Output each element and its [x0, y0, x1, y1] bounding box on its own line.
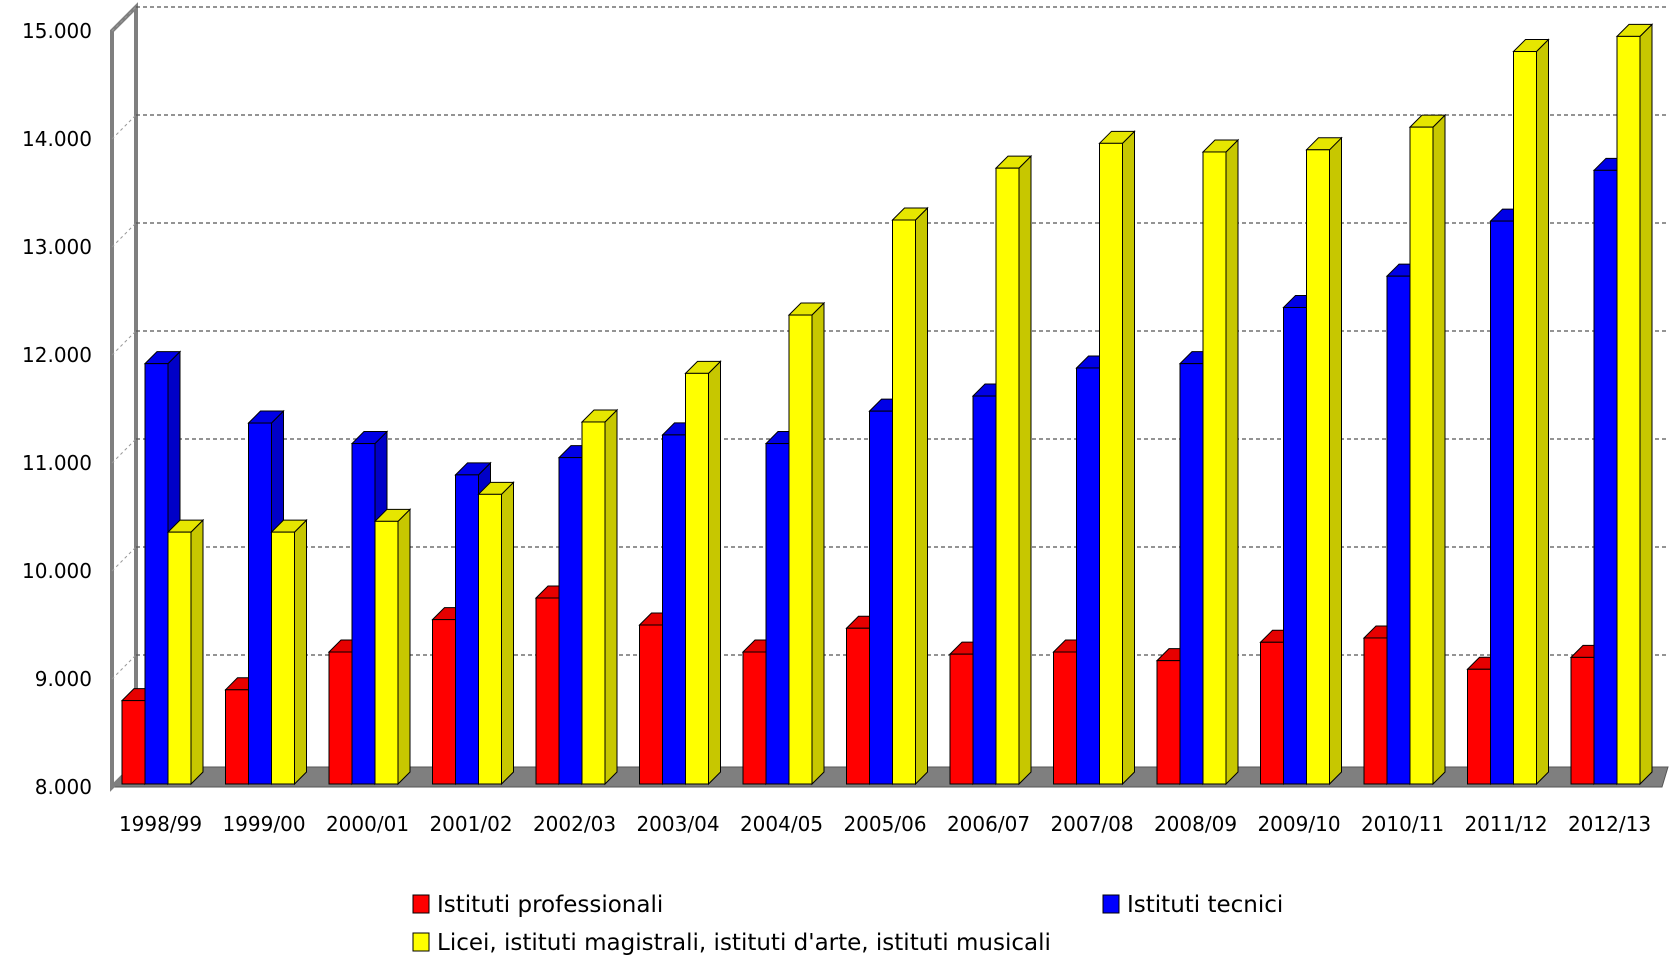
legend-label: Licei, istituti magistrali, istituti d'a…	[437, 930, 1051, 956]
x-tick-label: 2008/09	[1154, 812, 1237, 836]
legend-swatch	[412, 894, 430, 914]
y-tick-label: 9.000	[35, 667, 92, 691]
x-axis: 1998/99 1999/00 2000/01 2001/02 2002/03 2003/…	[119, 812, 1651, 836]
y-tick-label: 10.000	[22, 559, 92, 583]
bar-licei,-1999-00	[270, 518, 308, 786]
bar-licei,-2011-12	[1512, 38, 1550, 786]
x-tick-label: 2006/07	[947, 812, 1030, 836]
x-tick-label: 2009/10	[1257, 812, 1340, 836]
bar-licei,-2008-09	[1201, 138, 1240, 786]
bars	[120, 23, 1654, 786]
x-tick-label: 2003/04	[636, 812, 719, 836]
x-tick-label: 2001/02	[429, 812, 512, 836]
bar-licei,-2012-13	[1615, 23, 1654, 786]
x-tick-label: 2011/12	[1464, 812, 1547, 836]
bar-licei,-2010-11	[1408, 113, 1447, 786]
bar-licei,-2004-05	[787, 301, 826, 786]
legend-swatch	[1102, 894, 1120, 914]
x-tick-label: 2000/01	[326, 812, 409, 836]
y-tick-label: 12.000	[22, 343, 92, 367]
y-tick-label: 14.000	[22, 127, 92, 151]
x-tick-label: 2005/06	[843, 812, 926, 836]
legend-item: Istituti tecnici	[1102, 892, 1283, 918]
y-tick-label: 11.000	[22, 451, 92, 475]
bar-licei,-1998-99	[166, 518, 205, 786]
bar-licei,-2009-10	[1305, 136, 1343, 786]
y-tick-label: 13.000	[22, 235, 92, 259]
legend: Istituti professionali Istituti tecnici Li…	[412, 892, 1283, 956]
bar-licei,-2005-06	[891, 206, 929, 786]
bar-licei,-2007-08	[1098, 130, 1136, 786]
x-tick-label: 2002/03	[533, 812, 616, 836]
bar-licei,-2001-02	[477, 481, 515, 786]
y-tick-label: 8.000	[35, 775, 92, 799]
legend-label: Istituti professionali	[437, 892, 663, 918]
legend-item: Licei, istituti magistrali, istituti d'a…	[412, 930, 1051, 956]
x-tick-label: 1998/99	[119, 812, 202, 836]
x-tick-label: 2012/13	[1568, 812, 1651, 836]
y-tick-label: 15.000	[22, 19, 92, 43]
bar-licei,-2000-01	[373, 508, 412, 786]
bar-licei,-2003-04	[684, 360, 722, 786]
legend-swatch	[412, 932, 430, 952]
x-tick-label: 2007/08	[1050, 812, 1133, 836]
x-tick-label: 1999/00	[222, 812, 305, 836]
bar-licei,-2006-07	[994, 154, 1033, 786]
x-tick-label: 2004/05	[740, 812, 823, 836]
chart-wall	[110, 2, 138, 792]
legend-label: Istituti tecnici	[1127, 892, 1283, 918]
x-tick-label: 2010/11	[1361, 812, 1444, 836]
legend-item: Istituti professionali	[412, 892, 663, 918]
y-axis: 8.000 9.000 10.000 11.000 12.000 13.000 14.000…	[22, 19, 92, 799]
left-wall	[110, 2, 138, 792]
bar-licei,-2002-03	[580, 408, 619, 786]
